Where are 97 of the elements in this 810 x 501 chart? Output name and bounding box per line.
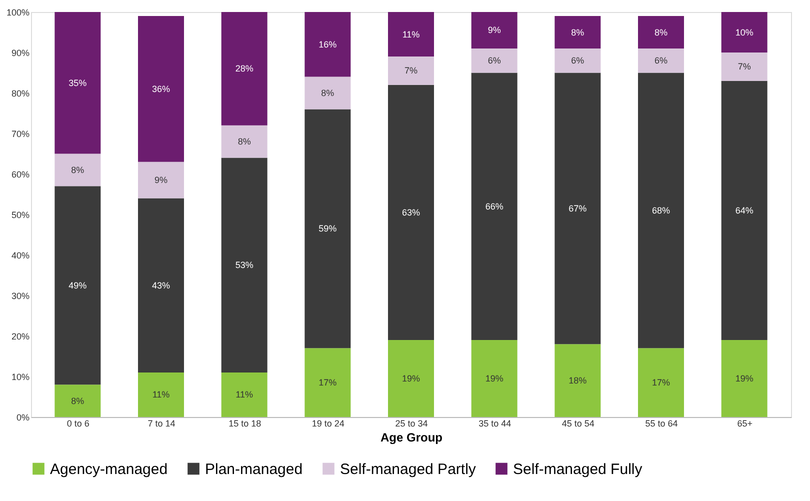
data-label: 17% (318, 378, 337, 388)
bar (638, 48, 684, 73)
data-label: 36% (152, 84, 170, 94)
legend-label: Plan-managed (205, 460, 303, 478)
y-tick-label: 60% (11, 170, 30, 180)
bar (721, 80, 768, 340)
data-label: 66% (485, 201, 504, 212)
bar (304, 109, 351, 348)
bar (304, 12, 351, 77)
bar (388, 56, 434, 85)
data-label: 17% (652, 378, 670, 388)
data-label: 8% (571, 27, 584, 38)
bar (304, 76, 351, 110)
data-label: 19% (402, 374, 420, 384)
data-label: 19% (485, 374, 504, 384)
data-label: 8% (654, 27, 668, 38)
data-label: 53% (235, 260, 254, 270)
x-tick-label: 35 to 44 (478, 418, 512, 428)
bar (554, 72, 601, 344)
bar (471, 340, 518, 417)
y-tick-label: 80% (11, 88, 30, 98)
y-tick-label: 90% (11, 48, 30, 58)
bar (138, 198, 184, 372)
data-label: 28% (235, 64, 254, 74)
x-tick-label: 0 to 6 (66, 418, 90, 428)
data-label: 59% (318, 224, 337, 234)
y-tick-label: 70% (11, 129, 30, 139)
bar (138, 372, 184, 417)
data-label: 49% (68, 280, 87, 290)
bar (54, 186, 101, 385)
data-label: 6% (571, 56, 584, 66)
y-tick-label: 100% (6, 8, 30, 18)
bar (221, 12, 268, 126)
bar (388, 340, 434, 417)
data-label: 8% (71, 164, 84, 175)
x-axis-title: Age Group (380, 430, 442, 444)
legend-label: Self-managed Fully (513, 460, 643, 478)
y-tick-label: 0% (16, 412, 30, 422)
data-label: 35% (68, 78, 87, 88)
data-label: 8% (71, 396, 84, 406)
data-label: 19% (735, 374, 754, 384)
x-tick-label: 7 to 14 (148, 418, 176, 428)
data-label: 18% (568, 376, 587, 386)
x-tick-label: 15 to 18 (228, 418, 262, 428)
bar (721, 340, 768, 417)
data-label: 9% (154, 175, 168, 186)
bar (554, 16, 601, 48)
bar (471, 12, 518, 48)
x-tick-label: 19 to 24 (312, 418, 344, 428)
data-label: 9% (488, 25, 501, 36)
bar (221, 158, 268, 372)
data-label: 6% (654, 56, 668, 66)
data-label: 16% (318, 39, 337, 50)
data-label: 7% (404, 66, 418, 76)
bar (221, 372, 268, 417)
bar (221, 125, 268, 158)
bar (388, 12, 434, 57)
bar (54, 384, 101, 417)
data-label: 10% (735, 27, 754, 38)
y-tick-label: 20% (11, 332, 30, 342)
x-tick-label: 65+ (737, 418, 752, 428)
bar (721, 12, 768, 52)
bar (638, 348, 684, 417)
data-label: 68% (652, 205, 670, 216)
y-tick-label: 30% (11, 291, 30, 301)
bar (638, 72, 684, 348)
bar (471, 72, 518, 340)
legend-label: Self-managed Partly (340, 460, 476, 478)
bar (138, 162, 184, 198)
x-tick-label: 45 to 54 (562, 418, 594, 428)
bar (304, 348, 351, 417)
data-label: 63% (402, 207, 420, 218)
x-tick-label: 25 to 34 (395, 418, 428, 428)
bar (638, 16, 684, 48)
data-label: 6% (488, 56, 501, 66)
data-label: 43% (152, 280, 170, 290)
y-tick-label: 10% (11, 372, 30, 382)
y-tick-label: 50% (11, 210, 30, 220)
y-tick-label: 40% (11, 250, 30, 260)
x-tick-label: 55 to 64 (645, 418, 678, 428)
bar (138, 16, 184, 162)
bar (554, 344, 601, 417)
bar (721, 52, 768, 81)
data-label: 11% (236, 390, 254, 400)
data-label: 7% (738, 62, 751, 72)
data-label: 67% (568, 203, 587, 214)
bar (54, 12, 101, 154)
data-label: 64% (735, 205, 754, 216)
bar (54, 154, 101, 186)
bar (554, 48, 601, 73)
data-label: 8% (321, 88, 334, 98)
data-label: 11% (402, 29, 420, 40)
legend-label: Agency-managed (50, 460, 168, 478)
data-label: 8% (238, 136, 251, 147)
data-label: 11% (152, 390, 170, 400)
bar (388, 84, 434, 340)
bar (471, 48, 518, 73)
